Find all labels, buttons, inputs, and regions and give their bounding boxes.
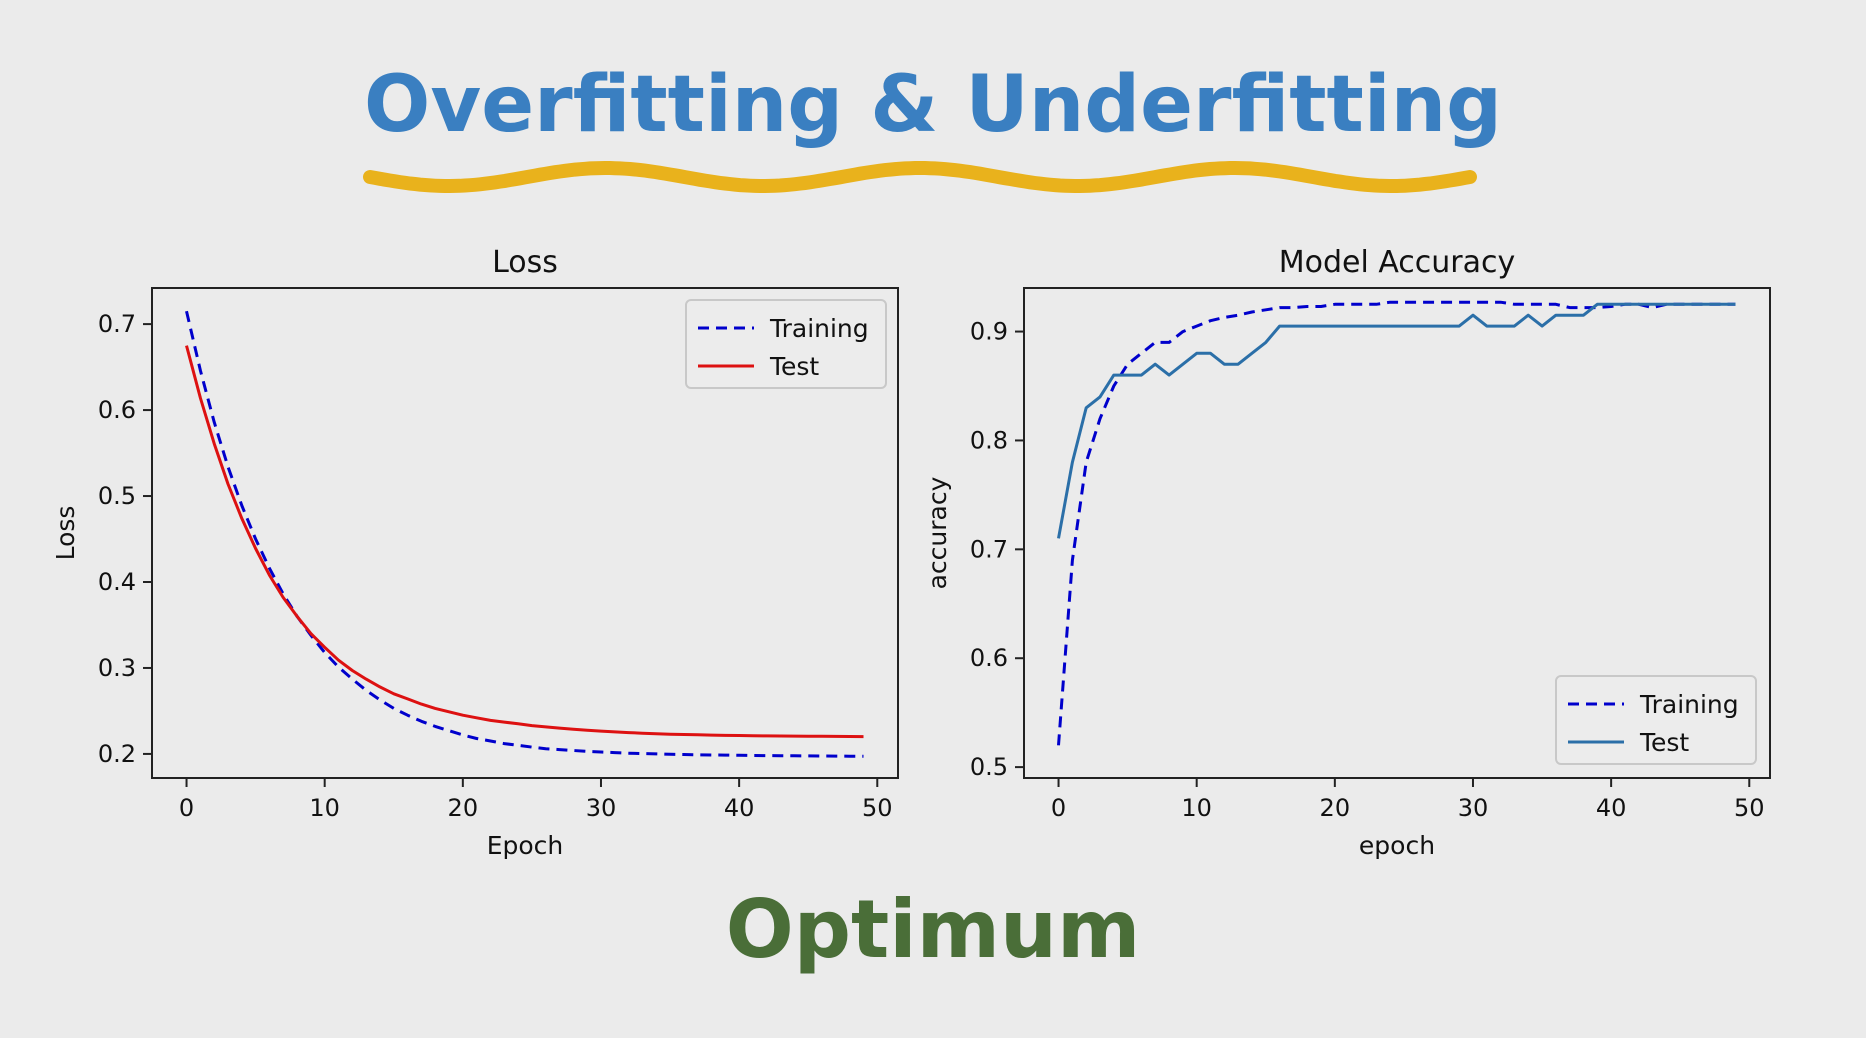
loss-chart-legend-label-training: Training — [769, 314, 869, 343]
loss-chart-y-tick-label: 0.5 — [98, 482, 136, 510]
accuracy-chart-x-tick-label: 40 — [1596, 794, 1627, 822]
accuracy-chart-legend-label-test: Test — [1639, 728, 1689, 757]
loss-chart-y-tick-label: 0.7 — [98, 310, 136, 338]
accuracy-chart-y-tick-label: 0.6 — [970, 644, 1008, 672]
loss-chart-x-tick-label: 50 — [862, 794, 893, 822]
accuracy-chart: Model Accuracy 0 10 20 30 40 50 0.5 0.6 0.7 0.8 0.9… — [912, 240, 1792, 874]
loss-chart-y-tick-label: 0.6 — [98, 396, 136, 424]
loss-chart-y-tick-label: 0.2 — [98, 740, 136, 768]
slide-title: Overfitting & Underfitting — [364, 60, 1502, 150]
accuracy-chart-legend: Training Test — [1555, 675, 1757, 765]
loss-chart-svg: Loss 0 10 20 30 40 50 0.2 0.3 0.4 0.5 0.6 0.7 Epoch Lo… — [51, 245, 899, 860]
loss-chart-x-tick-label: 40 — [724, 794, 755, 822]
accuracy-chart-x-axis-label: epoch — [1359, 831, 1435, 860]
accuracy-chart-legend-label-training: Training — [1639, 690, 1739, 719]
loss-chart-x-axis-label: Epoch — [487, 831, 564, 860]
accuracy-chart-y-tick-label: 0.9 — [970, 318, 1008, 346]
accuracy-chart-title: Model Accuracy — [1279, 245, 1516, 280]
accuracy-chart-x-tick-label: 0 — [1051, 794, 1066, 822]
accuracy-chart-x-tick-label: 20 — [1320, 794, 1351, 822]
title-underline-wave — [363, 161, 1477, 193]
accuracy-chart-x-tick-label: 30 — [1458, 794, 1489, 822]
accuracy-chart-y-axis-label: accuracy — [923, 476, 952, 589]
loss-chart-x-tick-label: 0 — [179, 794, 194, 822]
loss-chart: Loss 0 10 20 30 40 50 0.2 0.3 0.4 0.5 0.6 0.7 Epoch Lo… — [40, 240, 920, 874]
accuracy-chart-svg: Model Accuracy 0 10 20 30 40 50 0.5 0.6 0.7 0.8 0.9… — [923, 245, 1771, 860]
loss-chart-x-tick-label: 10 — [309, 794, 340, 822]
loss-chart-title: Loss — [492, 245, 558, 280]
loss-chart-y-tick-label: 0.3 — [98, 654, 136, 682]
loss-chart-legend-label-test: Test — [769, 352, 819, 381]
accuracy-chart-series-test-line — [1057, 302, 1736, 539]
accuracy-chart-x-tick-label: 50 — [1734, 794, 1765, 822]
accuracy-chart-axes-frame — [1023, 287, 1771, 779]
slide-footer: Optimum — [725, 883, 1141, 976]
accuracy-chart-x-tick-label: 10 — [1181, 794, 1212, 822]
loss-chart-legend: Training Test — [685, 299, 887, 389]
loss-chart-axes-frame — [151, 287, 899, 779]
loss-chart-x-tick-label: 20 — [448, 794, 479, 822]
accuracy-chart-y-tick-label: 0.8 — [970, 426, 1008, 454]
accuracy-chart-y-tick-label: 0.7 — [970, 535, 1008, 563]
accuracy-chart-y-tick-label: 0.5 — [970, 753, 1008, 781]
loss-chart-x-tick-label: 30 — [586, 794, 617, 822]
loss-chart-y-axis-label: Loss — [51, 506, 80, 561]
loss-chart-y-tick-label: 0.4 — [98, 568, 136, 596]
loss-chart-series-test-line — [185, 345, 864, 739]
